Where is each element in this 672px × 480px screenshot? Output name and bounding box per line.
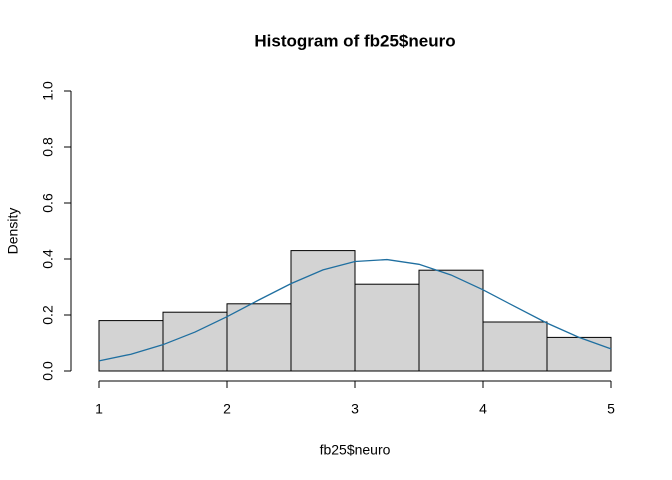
density-curve	[98, 258, 612, 362]
y-tick-label: 0.8	[40, 137, 56, 157]
y-axis-label: Density	[5, 208, 21, 255]
x-tick-label: 2	[223, 401, 231, 417]
bar	[546, 336, 612, 372]
bar	[418, 269, 484, 372]
bar	[290, 250, 356, 372]
y-tick-label: 0.6	[40, 193, 56, 213]
y-tick-label: 0.4	[40, 249, 56, 269]
bar	[482, 321, 548, 372]
y-tick-label: 1.0	[40, 81, 56, 101]
bar	[226, 303, 292, 372]
bar	[354, 283, 420, 372]
x-tick-label: 5	[607, 401, 615, 417]
x-axis-label: fb25$neuro	[320, 442, 391, 458]
y-tick-label: 0.2	[40, 305, 56, 325]
x-tick-label: 4	[479, 401, 487, 417]
x-tick-label: 3	[351, 401, 359, 417]
bar	[98, 320, 164, 372]
chart-title: Histogram of fb25$neuro	[254, 31, 455, 50]
y-tick-label: 0.0	[40, 361, 56, 381]
x-tick-label: 1	[95, 401, 103, 417]
